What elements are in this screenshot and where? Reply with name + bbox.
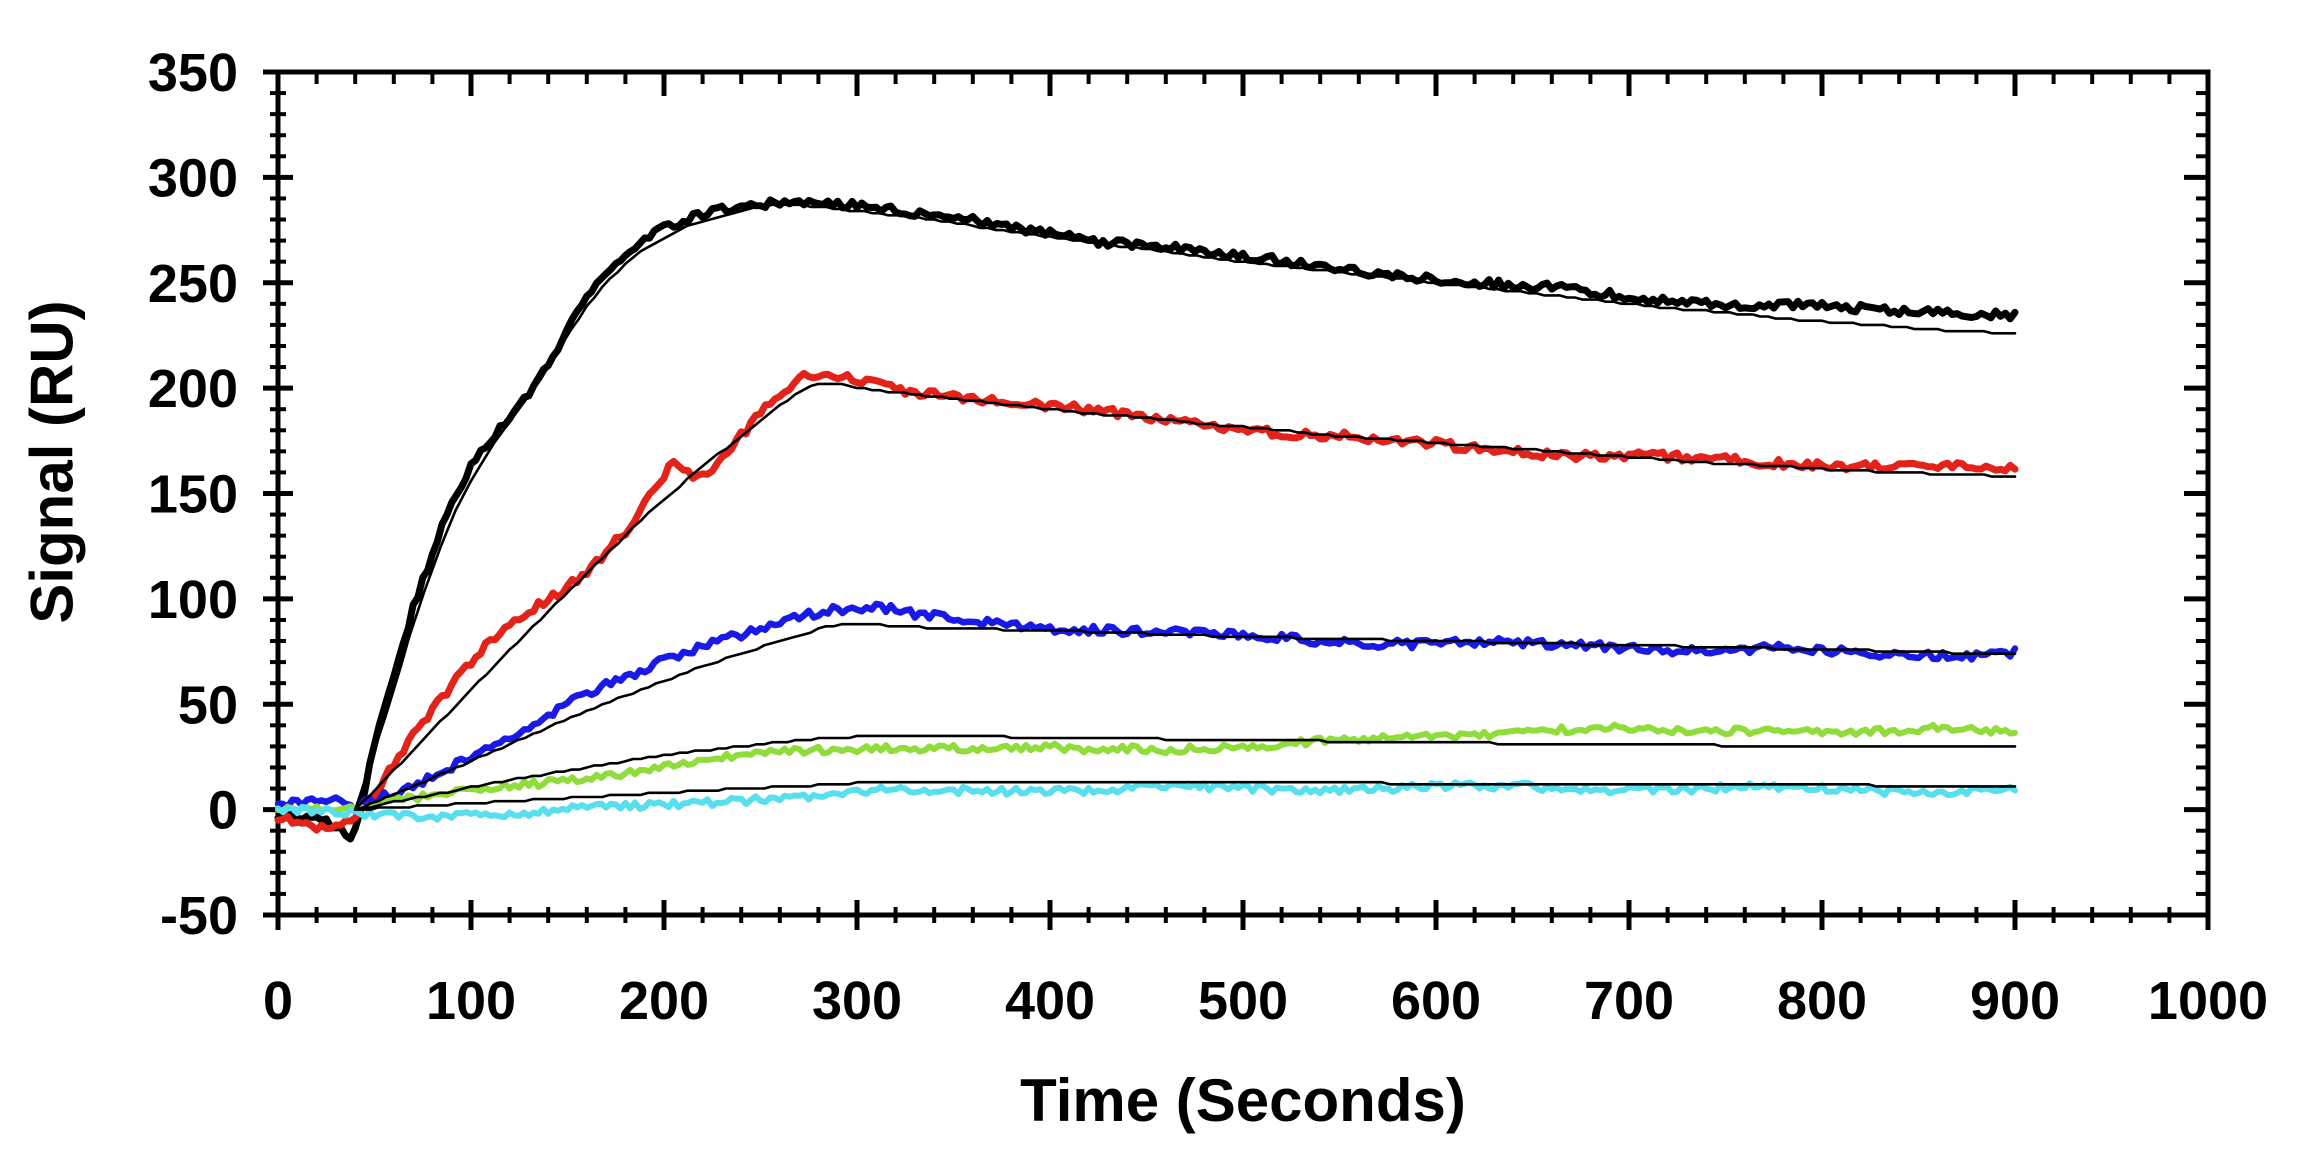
x-tick-label: 100	[426, 971, 516, 1031]
x-tick-label: 500	[1198, 971, 1288, 1031]
y-tick-label: -50	[160, 886, 238, 946]
x-tick-label: 200	[619, 971, 709, 1031]
y-tick-label: 50	[178, 675, 238, 735]
y-tick-label: 250	[148, 254, 238, 314]
green-trace	[275, 721, 2018, 814]
y-tick-label: 200	[148, 359, 238, 419]
blue-trace	[274, 600, 2019, 815]
x-tick-label: 300	[812, 971, 902, 1031]
y-tick-label: 0	[208, 781, 238, 841]
green-fit	[353, 734, 2017, 811]
black-trace	[274, 196, 2019, 843]
black-fit	[353, 203, 2017, 811]
cyan-fit	[353, 780, 2017, 811]
x-tick-label: 700	[1584, 971, 1674, 1031]
y-tick-label: 350	[148, 43, 238, 103]
x-tick-label: 600	[1391, 971, 1481, 1031]
y-axis-title: Signal (RU)	[18, 300, 86, 624]
x-tick-label: 900	[1970, 971, 2060, 1031]
x-tick-label: 800	[1777, 971, 1867, 1031]
x-axis-title: Time (Seconds)	[1020, 1067, 1466, 1134]
y-tick-label: 150	[148, 465, 238, 525]
red-trace	[274, 370, 2019, 834]
cyan-trace	[275, 779, 2018, 823]
x-tick-label: 0	[263, 971, 293, 1031]
red-fit	[353, 382, 2017, 811]
x-tick-label: 1000	[2148, 971, 2268, 1031]
y-tick-label: 100	[148, 570, 238, 630]
blue-fit	[353, 622, 2017, 811]
plot-frame	[275, 69, 2211, 918]
y-tick-label: 300	[148, 148, 238, 208]
x-tick-label: 400	[1005, 971, 1095, 1031]
